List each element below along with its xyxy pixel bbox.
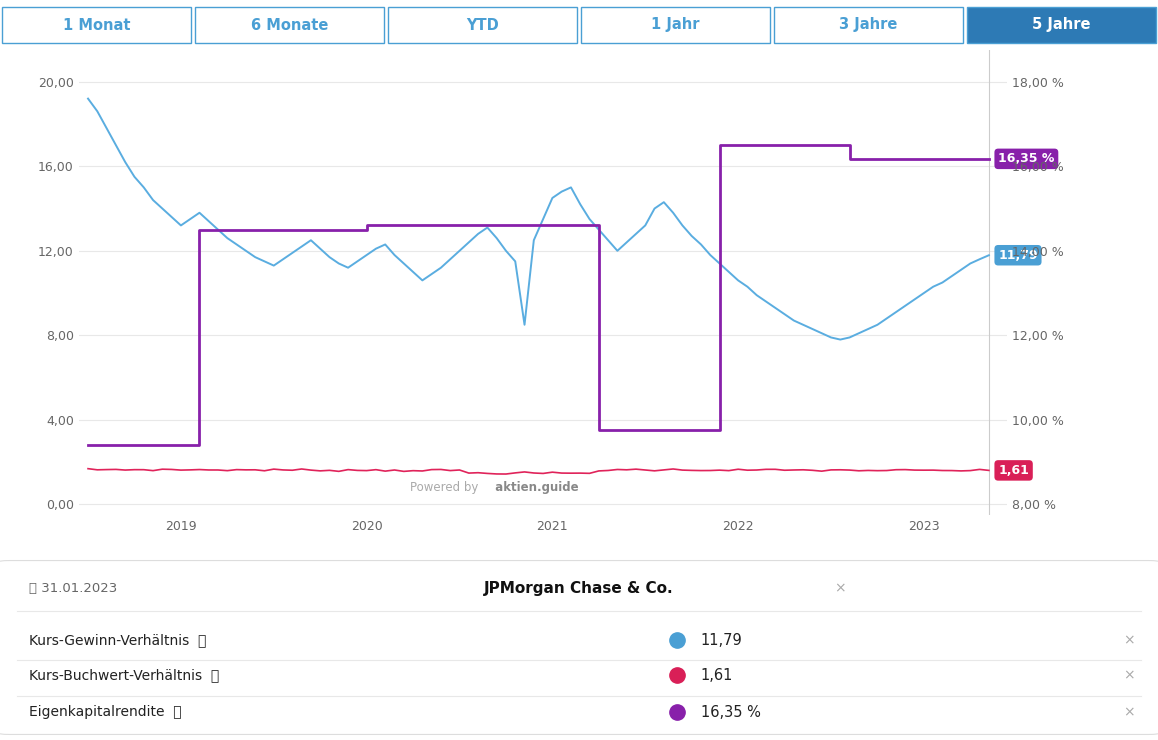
Text: ×: × (834, 582, 845, 595)
Text: 6 Monate: 6 Monate (251, 18, 328, 33)
FancyBboxPatch shape (0, 561, 1158, 734)
Text: ×: × (1123, 633, 1135, 647)
Text: JPMorgan Chase & Co.: JPMorgan Chase & Co. (484, 581, 674, 596)
Text: 16,35 %: 16,35 % (998, 152, 1055, 165)
Text: 11,79: 11,79 (701, 633, 742, 648)
Text: Powered by: Powered by (410, 480, 478, 494)
Text: 1 Jahr: 1 Jahr (651, 18, 699, 33)
FancyBboxPatch shape (388, 7, 578, 43)
FancyBboxPatch shape (1, 7, 191, 43)
Text: aktien.guide: aktien.guide (488, 480, 579, 494)
Text: 16,35 %: 16,35 % (701, 704, 761, 720)
Text: 11,79: 11,79 (998, 249, 1038, 262)
Text: 📅 31.01.2023: 📅 31.01.2023 (29, 582, 117, 595)
FancyBboxPatch shape (774, 7, 963, 43)
Text: 1,61: 1,61 (701, 667, 733, 683)
Text: Eigenkapitalrendite  ⓘ: Eigenkapitalrendite ⓘ (29, 705, 182, 719)
Text: ×: × (1123, 705, 1135, 719)
Text: Kurs-Buchwert-Verhältnis  ⓘ: Kurs-Buchwert-Verhältnis ⓘ (29, 668, 219, 682)
Text: 1 Monat: 1 Monat (63, 18, 130, 33)
Text: ×: × (1123, 668, 1135, 682)
FancyBboxPatch shape (195, 7, 384, 43)
Text: 3 Jahre: 3 Jahre (840, 18, 897, 33)
FancyBboxPatch shape (967, 7, 1157, 43)
Text: 5 Jahre: 5 Jahre (1032, 18, 1091, 33)
Text: 1,61: 1,61 (998, 464, 1029, 477)
Text: Kurs-Gewinn-Verhältnis  ⓘ: Kurs-Gewinn-Verhältnis ⓘ (29, 633, 206, 647)
Text: YTD: YTD (467, 18, 499, 33)
FancyBboxPatch shape (580, 7, 770, 43)
